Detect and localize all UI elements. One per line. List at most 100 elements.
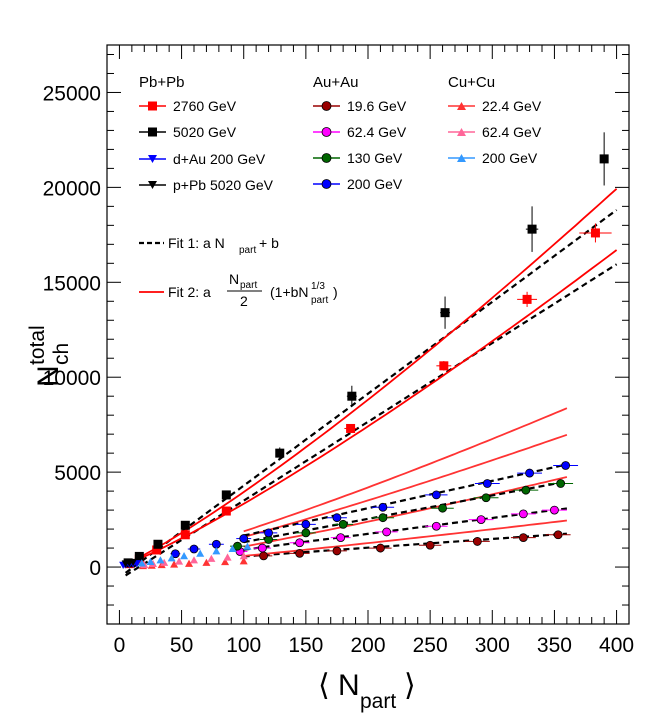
legend-entry: 19.6 GeV — [313, 98, 407, 114]
y-axis-title-sup: total — [26, 325, 49, 365]
fit-curve — [125, 263, 618, 577]
data-point — [239, 534, 249, 543]
series — [254, 530, 571, 561]
data-point — [202, 558, 211, 566]
series — [230, 479, 574, 551]
axis-tick-labels: 0 50 100 150 200 250 300 350 400 0 5000 10000 15000 2… — [43, 82, 635, 657]
x-axis-title: ⟨ N part ⟩ — [318, 669, 416, 713]
data-point — [438, 503, 447, 513]
x-tick-label: 250 — [413, 634, 448, 657]
data-point — [264, 528, 273, 538]
data-point — [472, 537, 482, 546]
fit-curve — [124, 209, 618, 574]
axis-ticks — [106, 45, 630, 624]
data-point — [259, 551, 269, 561]
y-tick-label: 20000 — [43, 177, 101, 200]
legend-entry-label: 200 GeV — [482, 150, 538, 166]
legend-entry-label: 2760 GeV — [173, 98, 237, 114]
legend-header-cucu: Cu+Cu — [448, 74, 495, 91]
legend-fit2-post-main: (1+bN — [270, 284, 309, 300]
data-point — [527, 224, 537, 234]
legend-entry-marker — [457, 127, 466, 137]
legend-fit2-pre: Fit 2: a — [168, 284, 211, 300]
legend-header-pbpb: Pb+Pb — [139, 74, 184, 91]
data-point — [239, 552, 248, 560]
legend-entry-marker — [321, 101, 332, 111]
data-point — [382, 527, 392, 537]
data-point — [134, 551, 144, 561]
legend-entry: 22.4 GeV — [448, 98, 542, 114]
data-point — [223, 553, 232, 561]
data-point — [338, 519, 348, 529]
data-point — [439, 361, 449, 371]
data-point — [180, 520, 190, 530]
legend-fit1: Fit 1: a N part + b — [139, 235, 279, 256]
data-point — [221, 557, 230, 566]
legend-entry-label: d+Au 200 GeV — [173, 151, 266, 167]
x-tick-label: 0 — [114, 634, 126, 657]
y-axis-title-main: N — [32, 365, 65, 387]
data-point — [243, 542, 252, 550]
data-point — [137, 559, 146, 567]
x-axis-title-main: ⟨ N — [318, 669, 360, 702]
fit-curve — [243, 463, 568, 537]
data-point — [167, 554, 176, 562]
legend-fit1-sub: part — [239, 245, 256, 256]
legend-entry-label: 200 GeV — [347, 176, 403, 192]
legend-fit1-pre: Fit 1: a N — [168, 235, 225, 251]
data-point — [301, 519, 311, 529]
x-tick-label: 300 — [475, 634, 510, 657]
data-point — [481, 493, 491, 503]
data-point — [275, 448, 285, 458]
data-point — [431, 490, 441, 500]
data-point — [156, 556, 165, 564]
data-point — [347, 391, 357, 401]
x-tick-label: 400 — [599, 634, 634, 657]
x-tick-label: 50 — [170, 634, 193, 657]
data-point — [190, 556, 198, 564]
data-point — [153, 539, 163, 549]
data-point — [295, 538, 305, 548]
fit-curve — [243, 476, 568, 548]
legend-fit2-num-sub: part — [240, 280, 257, 291]
legend-entry-label: 62.4 GeV — [347, 124, 407, 140]
data-point — [332, 546, 342, 556]
data-point — [152, 545, 162, 555]
fit-curve — [243, 407, 568, 533]
legend-fit2-post-sup: 1/3 — [311, 281, 325, 292]
data-point — [425, 540, 435, 550]
data-point — [228, 544, 237, 553]
series — [232, 505, 567, 556]
data-point — [556, 479, 566, 488]
y-tick-label: 25000 — [43, 82, 101, 105]
data-point — [129, 558, 138, 567]
fit-curve — [243, 433, 568, 538]
legend-entry: 62.4 GeV — [313, 124, 407, 140]
x-axis-title-sub: part — [360, 690, 396, 713]
y-tick-label: 10000 — [43, 367, 101, 390]
legend: Pb+Pb Au+Au Cu+Cu 2760 GeV 5020 GeV d+Au 2… — [139, 74, 542, 309]
legend-fit2-num-main: N — [229, 271, 239, 287]
series — [121, 558, 138, 568]
legend-entry-marker — [321, 179, 332, 189]
legend-fit2-post-sub: part — [311, 295, 328, 306]
data-point — [212, 547, 221, 555]
data-point — [376, 543, 385, 553]
x-tick-label: 150 — [288, 634, 323, 657]
fit-curves — [124, 188, 618, 577]
data-point — [590, 228, 600, 238]
data-point — [332, 513, 342, 523]
data-point — [378, 513, 388, 523]
data-point — [521, 485, 531, 495]
legend-entry-label: p+Pb 5020 GeV — [173, 177, 274, 193]
legend-entry-marker — [457, 153, 466, 163]
y-axis-title-sub: ch — [50, 343, 73, 365]
data-point — [476, 515, 486, 524]
data-point — [257, 543, 267, 553]
series — [170, 461, 579, 559]
fit-curve — [125, 188, 618, 566]
legend-entries: 2760 GeV 5020 GeV d+Au 200 GeV p+Pb 5020 Ge… — [139, 98, 542, 193]
data-point — [336, 533, 346, 543]
legend-entry-label: 5020 GeV — [173, 124, 237, 140]
